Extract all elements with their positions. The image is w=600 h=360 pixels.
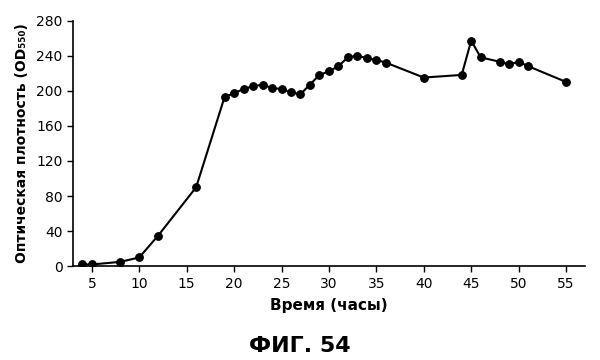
X-axis label: Время (часы): Время (часы) [270, 298, 388, 312]
Text: ФИГ. 54: ФИГ. 54 [249, 336, 351, 356]
Y-axis label: Оптическая плотность (OD₅₅₀): Оптическая плотность (OD₅₅₀) [15, 23, 29, 263]
